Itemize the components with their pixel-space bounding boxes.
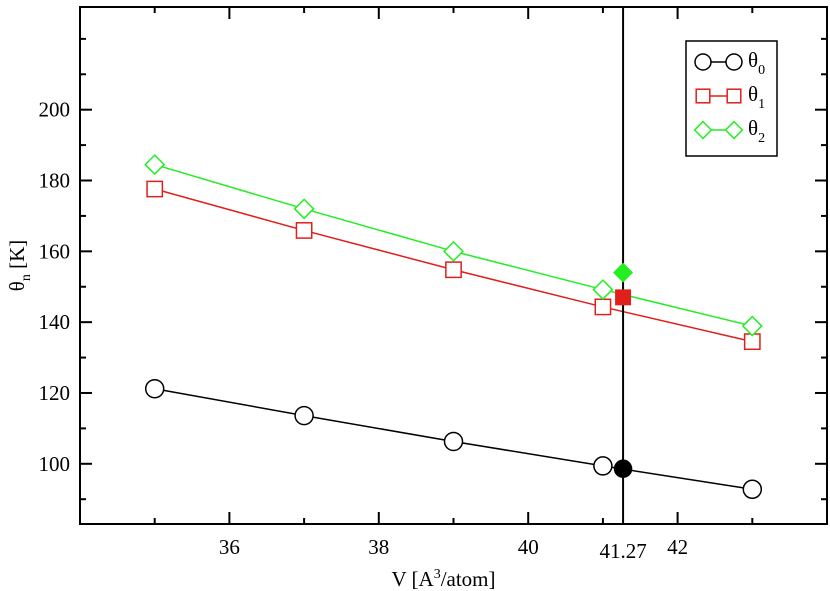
y-axis-title: θn [K] — [5, 240, 34, 291]
theta0-highlight-point — [613, 459, 633, 479]
y-tick-label: 120 — [39, 381, 71, 405]
theta2-point — [293, 198, 315, 220]
theta2-highlight-point — [613, 262, 634, 283]
theta0-point — [742, 479, 763, 500]
x-tick-label: 40 — [518, 535, 539, 559]
y-tick-label: 140 — [39, 310, 71, 334]
legend: θ0 θ1 θ2 — [685, 40, 778, 157]
theta1-highlight-point — [615, 289, 632, 306]
vertical-marker-label: 41.27 — [599, 539, 646, 563]
x-tick-label: 36 — [219, 535, 240, 559]
theta2-legend-label: θ2 — [748, 116, 765, 146]
x-axis-title: V [A3/atom] — [391, 567, 495, 591]
tick-labels: 36 38 40 42 100 120 140 160 180 200 41.27 — [39, 98, 689, 563]
theta0-legend-marker — [725, 53, 743, 71]
theta0-legend-marker — [694, 53, 712, 71]
theta2-point — [144, 154, 166, 176]
y-tick-label: 100 — [39, 452, 71, 476]
plot-frame — [79, 6, 828, 525]
theta2-legend-marker — [693, 120, 713, 140]
y-tick-label: 160 — [39, 239, 71, 263]
theta2-legend-marker — [724, 120, 744, 140]
theta2-point — [442, 240, 465, 262]
y-tick-label: 200 — [39, 98, 71, 122]
theta1-point — [295, 222, 313, 239]
theta0-legend-label: θ0 — [748, 48, 765, 78]
theta1-point — [445, 261, 462, 279]
theta0-point — [144, 378, 165, 399]
series-layer — [144, 154, 763, 500]
theta0-point — [443, 431, 464, 452]
theta2-point — [592, 279, 614, 301]
theta1-legend-marker — [695, 88, 711, 104]
theta0-point — [294, 405, 314, 426]
theta1-legend-marker — [726, 88, 742, 104]
x-tick-label: 38 — [368, 535, 389, 559]
theta2-point — [741, 315, 763, 337]
theta1-point — [594, 298, 612, 316]
y-tick-label: 180 — [39, 169, 71, 193]
theta1-point — [146, 180, 164, 198]
theta0-point — [593, 456, 613, 476]
x-tick-label: 42 — [667, 535, 688, 559]
theta1-legend-label: θ1 — [748, 82, 765, 112]
highlight-layer — [613, 262, 634, 479]
